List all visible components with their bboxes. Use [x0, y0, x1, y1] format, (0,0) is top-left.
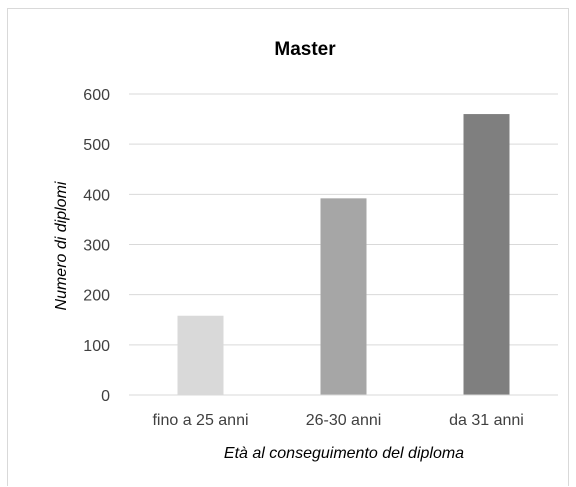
- y-tick-label: 200: [83, 288, 110, 305]
- y-tick-label: 300: [83, 238, 110, 255]
- x-tick-label: fino a 25 anni: [152, 412, 248, 429]
- bars: [177, 114, 510, 396]
- bar-2: [320, 198, 367, 395]
- y-tick-label: 400: [83, 187, 110, 204]
- y-tick-label: 100: [83, 338, 110, 355]
- y-tick-label: 500: [83, 137, 110, 154]
- x-tick-label: 26-30 anni: [306, 412, 382, 429]
- x-axis-title: Età al conseguimento del diploma: [224, 445, 464, 462]
- y-axis-title: Numero di diplomi: [53, 181, 70, 310]
- y-tick-label: 0: [101, 388, 110, 405]
- bar-1: [177, 315, 224, 395]
- y-tick-label: 600: [83, 87, 110, 104]
- bar-3: [463, 114, 510, 396]
- x-tick-label: da 31 anni: [449, 412, 524, 429]
- x-axis-ticks: fino a 25 anni 26-30 anni da 31 anni: [152, 412, 523, 429]
- chart-title: Master: [274, 39, 336, 60]
- y-axis-ticks: 0 100 200 300 400 500 600: [83, 87, 110, 405]
